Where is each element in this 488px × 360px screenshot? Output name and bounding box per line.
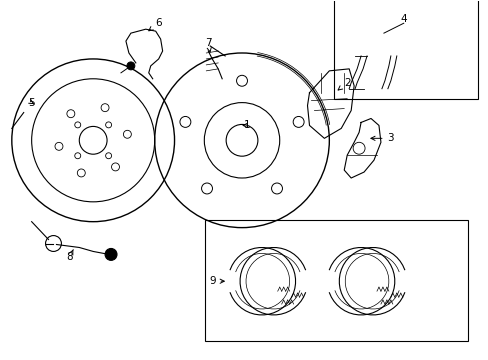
Text: 1: 1 (243, 121, 250, 130)
Text: 2: 2 (337, 78, 350, 90)
Text: 5: 5 (28, 98, 35, 108)
Text: 3: 3 (370, 133, 393, 143)
Bar (205, 220, 468, 341)
Text: 4: 4 (400, 14, 406, 24)
Circle shape (127, 62, 135, 70)
Text: 6: 6 (148, 18, 162, 31)
Text: 7: 7 (204, 38, 211, 52)
Bar (334, 0, 477, 99)
Text: 8: 8 (66, 249, 73, 262)
Circle shape (105, 248, 117, 260)
Text: 9: 9 (208, 276, 224, 286)
